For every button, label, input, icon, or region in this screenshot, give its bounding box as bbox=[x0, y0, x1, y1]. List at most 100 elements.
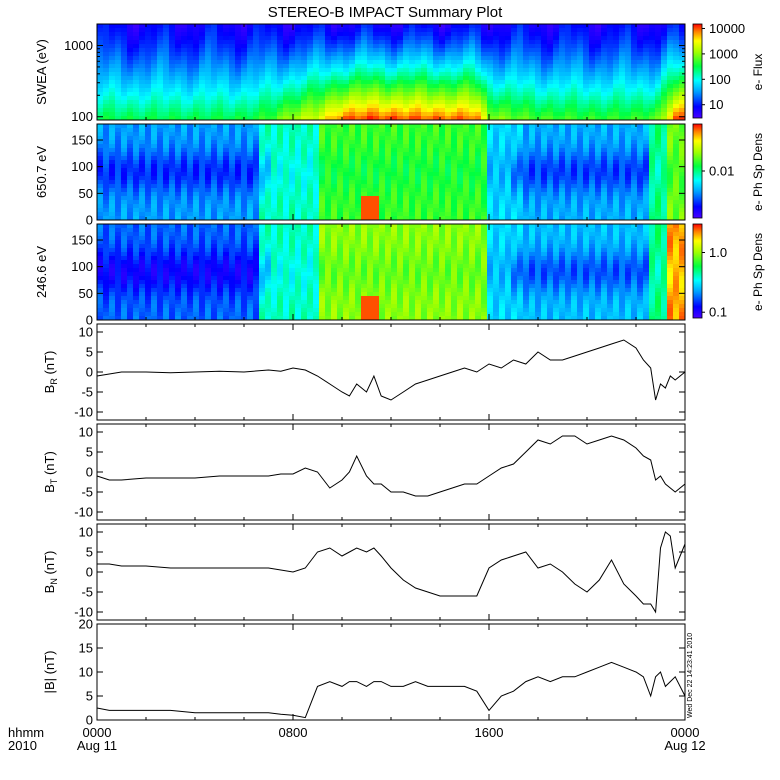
heatmap-cell bbox=[655, 212, 662, 217]
heatmap-cell bbox=[349, 104, 356, 109]
heatmap-cell bbox=[175, 192, 182, 197]
heatmap-cell bbox=[481, 52, 488, 57]
heatmap-cell bbox=[403, 140, 410, 145]
heatmap-cell bbox=[421, 60, 428, 65]
heatmap-cell bbox=[499, 84, 506, 89]
heatmap-cell bbox=[463, 44, 470, 49]
heatmap-cell bbox=[625, 124, 632, 129]
heatmap-cell bbox=[631, 160, 638, 165]
heatmap-cell bbox=[607, 68, 614, 73]
heatmap-cell bbox=[595, 72, 602, 77]
heatmap-cell bbox=[151, 308, 158, 313]
heatmap-cell bbox=[481, 88, 488, 93]
heatmap-cell bbox=[475, 192, 482, 197]
heatmap-cell bbox=[595, 184, 602, 189]
heatmap-cell bbox=[517, 144, 524, 149]
heatmap-cell bbox=[613, 64, 620, 69]
heatmap-cell bbox=[247, 212, 254, 217]
heatmap-cell bbox=[223, 24, 230, 29]
heatmap-cell bbox=[301, 24, 308, 29]
heatmap-cell bbox=[169, 204, 176, 209]
heatmap-cell bbox=[637, 164, 644, 169]
heatmap-cell bbox=[613, 160, 620, 165]
heatmap-cell bbox=[445, 80, 452, 85]
heatmap-cell bbox=[223, 196, 230, 201]
heatmap-cell bbox=[571, 64, 578, 69]
heatmap-cell bbox=[325, 136, 332, 141]
heatmap-cell bbox=[211, 192, 218, 197]
heatmap-cell bbox=[373, 96, 380, 101]
heatmap-cell bbox=[259, 164, 266, 169]
heatmap-cell bbox=[127, 184, 134, 189]
heatmap-cell bbox=[241, 140, 248, 145]
heatmap-cell bbox=[505, 180, 512, 185]
heatmap-cell bbox=[547, 212, 554, 217]
heatmap-cell bbox=[631, 100, 638, 105]
heatmap-cell bbox=[121, 288, 128, 293]
heatmap-cell bbox=[121, 64, 128, 69]
heatmap-cell bbox=[205, 60, 212, 65]
heatmap-cell bbox=[103, 84, 110, 89]
heatmap-cell bbox=[259, 76, 266, 81]
heatmap-cell bbox=[631, 132, 638, 137]
heatmap-cell bbox=[547, 60, 554, 65]
heatmap-cell bbox=[607, 112, 614, 117]
heatmap-cell bbox=[103, 212, 110, 217]
heatmap-cell bbox=[667, 132, 674, 137]
heatmap-cell bbox=[121, 52, 128, 57]
heatmap-cell bbox=[655, 40, 662, 45]
heatmap-cell bbox=[319, 76, 326, 81]
heatmap-cell bbox=[163, 124, 170, 129]
heatmap-cell bbox=[433, 48, 440, 53]
heatmap-cell bbox=[229, 80, 236, 85]
heatmap-cell bbox=[499, 180, 506, 185]
heatmap-cell bbox=[289, 160, 296, 165]
heatmap-cell bbox=[577, 28, 584, 33]
heatmap-cell bbox=[373, 72, 380, 77]
heatmap-cell bbox=[283, 92, 290, 97]
heatmap-cell bbox=[235, 156, 242, 161]
heatmap-cell bbox=[421, 92, 428, 97]
heatmap-cell bbox=[649, 44, 656, 49]
heatmap-cell bbox=[223, 92, 230, 97]
heatmap-cell bbox=[643, 216, 650, 220]
heatmap-cell bbox=[541, 88, 548, 93]
heatmap-cell bbox=[385, 180, 392, 185]
heatmap-cell bbox=[529, 44, 536, 49]
heatmap-cell bbox=[319, 44, 326, 49]
heatmap-cell bbox=[679, 44, 685, 49]
heatmap-cell bbox=[667, 164, 674, 169]
heatmap-cell bbox=[259, 176, 266, 181]
heatmap-cell bbox=[115, 180, 122, 185]
heatmap-cell bbox=[517, 116, 524, 120]
heatmap-cell bbox=[415, 140, 422, 145]
heatmap-cell bbox=[109, 48, 116, 53]
heatmap-cell bbox=[229, 188, 236, 193]
heatmap-cell bbox=[373, 32, 380, 37]
heatmap-cell bbox=[337, 200, 344, 205]
heatmap-cell bbox=[109, 24, 116, 29]
heatmap-cell bbox=[625, 92, 632, 97]
heatmap-cell bbox=[265, 136, 272, 141]
heatmap-cell bbox=[217, 160, 224, 165]
heatmap-cell bbox=[295, 44, 302, 49]
heatmap-cell bbox=[505, 184, 512, 189]
heatmap-cell bbox=[379, 180, 386, 185]
heatmap-cell bbox=[193, 40, 200, 45]
heatmap-cell bbox=[307, 96, 314, 101]
heatmap-cell bbox=[121, 200, 128, 205]
heatmap-cell bbox=[469, 176, 476, 181]
heatmap-cell bbox=[625, 164, 632, 169]
heatmap-cell bbox=[451, 188, 458, 193]
heatmap-cell bbox=[271, 84, 278, 89]
heatmap-cell bbox=[631, 136, 638, 141]
heatmap-cell bbox=[253, 180, 260, 185]
heatmap-cell bbox=[463, 144, 470, 149]
heatmap-cell bbox=[181, 112, 188, 117]
heatmap-cell bbox=[295, 216, 302, 220]
heatmap-cell bbox=[565, 208, 572, 213]
heatmap-cell bbox=[109, 172, 116, 177]
heatmap-cell bbox=[109, 76, 116, 81]
heatmap-cell bbox=[211, 84, 218, 89]
heatmap-cell bbox=[559, 72, 566, 77]
